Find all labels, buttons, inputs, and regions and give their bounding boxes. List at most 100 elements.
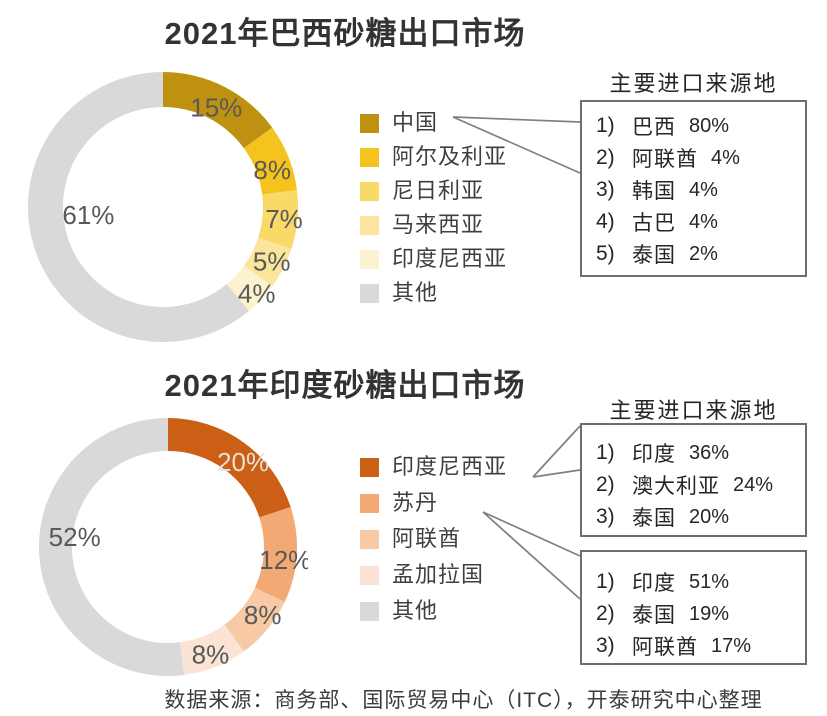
callout-row: 5) 泰国 2% — [596, 238, 805, 270]
donut-svg: 15% 8% 7% 5%4% 61% — [27, 72, 303, 342]
donut-segment — [243, 237, 292, 287]
donut-segment — [27, 72, 250, 342]
callout-no: 2) — [596, 146, 615, 169]
callout-share: 51% — [689, 570, 730, 593]
callout-no: 4) — [596, 210, 615, 233]
callout-name: 泰国 — [632, 604, 676, 627]
segment-label: 15% — [190, 92, 242, 122]
legend-label: 其他 — [392, 598, 439, 623]
callout-row: 3) 泰国 20% — [596, 501, 805, 533]
callout-header-india: 主要进口来源地 — [609, 398, 778, 423]
donut-segment — [168, 418, 291, 518]
callout-no: 5) — [596, 242, 615, 265]
legend-item: 印度尼西亚 — [360, 456, 507, 478]
callout-share: 80% — [689, 114, 730, 137]
callout-row: 4) 古巴 4% — [596, 206, 805, 238]
callout-row: 1) 印度 36% — [596, 437, 805, 469]
segment-label: 4% — [238, 279, 276, 309]
donut-segment — [180, 624, 244, 675]
callout-connector-line — [532, 425, 581, 478]
callout-share: 4% — [689, 210, 718, 233]
callout-share: 4% — [689, 178, 718, 201]
donut-chart-india: 20% 12% 8% 8% 52% — [28, 407, 308, 687]
callout-box-india-1: 1) 印度 36% 2) 澳大利亚 24% 3) 泰国 20% — [580, 423, 807, 537]
legend-item: 中国 — [360, 112, 507, 134]
callout-row: 3) 阿联酋 17% — [596, 630, 805, 662]
donut-segment — [163, 72, 273, 149]
legend-swatch — [360, 181, 379, 201]
callout-share: 19% — [689, 602, 730, 625]
callout-row: 2) 澳大利亚 24% — [596, 469, 805, 501]
legend-swatch — [360, 249, 379, 269]
legend-label: 阿联酋 — [392, 526, 462, 551]
legend-swatch — [360, 113, 379, 133]
legend-swatch — [360, 493, 379, 513]
callout-header-brazil: 主要进口来源地 — [609, 71, 778, 96]
callout-name: 韩国 — [632, 180, 676, 203]
segment-label: 5% — [253, 246, 291, 276]
donut-svg: 20% 12% 8% 8% 52% — [38, 418, 308, 676]
donut-segment — [243, 127, 297, 195]
callout-share: 20% — [689, 505, 730, 528]
legend-item: 尼日利亚 — [360, 180, 507, 202]
footer-source: 数据来源：商务部、国际贸易中心（ITC），开泰研究中心整理 — [164, 689, 763, 712]
legend-label: 中国 — [392, 110, 439, 135]
legend-swatch — [360, 215, 379, 235]
callout-box-india-2: 1) 印度 51% 2) 泰国 19% 3) 阿联酋 17% — [580, 550, 807, 665]
callout-no: 3) — [596, 505, 615, 528]
callout-share: 2% — [689, 242, 718, 265]
callout-no: 1) — [596, 441, 615, 464]
legend-brazil: 中国阿尔及利亚尼日利亚马来西亚印度尼西亚其他 — [360, 112, 507, 316]
callout-row: 3) 韩国 4% — [596, 174, 805, 206]
segment-label: 8% — [253, 155, 291, 185]
donut-segment — [38, 418, 185, 676]
legend-item: 孟加拉国 — [360, 564, 507, 586]
segment-label: 61% — [62, 200, 114, 230]
segment-label: 52% — [49, 522, 101, 552]
callout-name: 古巴 — [632, 212, 676, 235]
legend-swatch — [360, 565, 379, 585]
callout-no: 2) — [596, 473, 615, 496]
legend-item: 马来西亚 — [360, 214, 507, 236]
segment-label: 12% — [259, 545, 308, 575]
segment-label: 20% — [217, 447, 269, 477]
callout-no: 3) — [596, 178, 615, 201]
legend-item: 其他 — [360, 600, 507, 622]
callout-name: 澳大利亚 — [632, 475, 720, 498]
callout-share: 36% — [689, 441, 730, 464]
callout-box-brazil: 1) 巴西 80% 2) 阿联酋 4% 3) 韩国 4% 4) 古巴 4% 5) 泰国 2% — [580, 100, 807, 277]
legend-item: 印度尼西亚 — [360, 248, 507, 270]
legend-item: 阿联酋 — [360, 528, 507, 550]
donut-segment — [254, 507, 298, 602]
donut-segment — [226, 265, 273, 312]
legend-label: 尼日利亚 — [392, 178, 485, 203]
donut-segment — [224, 587, 285, 652]
legend-label: 阿尔及利亚 — [392, 144, 508, 169]
callout-row: 2) 泰国 19% — [596, 598, 805, 630]
callout-row: 1) 印度 51% — [596, 566, 805, 598]
segment-label: 8% — [192, 640, 230, 670]
callout-name: 印度 — [632, 443, 676, 466]
callout-row: 2) 阿联酋 4% — [596, 142, 805, 174]
callout-name: 印度 — [632, 572, 676, 595]
callout-name: 阿联酋 — [632, 636, 698, 659]
legend-label: 孟加拉国 — [392, 562, 485, 587]
legend-label: 苏丹 — [392, 490, 439, 515]
legend-swatch — [360, 457, 379, 477]
callout-share: 17% — [711, 634, 752, 657]
callout-name: 巴西 — [632, 116, 676, 139]
callout-no: 1) — [596, 570, 615, 593]
legend-item: 阿尔及利亚 — [360, 146, 507, 168]
donut-chart-brazil: 15% 8% 7% 5% 4% 61% — [23, 67, 303, 347]
legend-label: 印度尼西亚 — [392, 454, 508, 479]
callout-name: 阿联酋 — [632, 148, 698, 171]
legend-swatch — [360, 147, 379, 167]
callout-row: 1) 巴西 80% — [596, 110, 805, 142]
legend-item: 苏丹 — [360, 492, 507, 514]
legend-label: 其他 — [392, 280, 439, 305]
legend-label: 马来西亚 — [392, 212, 485, 237]
callout-no: 2) — [596, 602, 615, 625]
legend-label: 印度尼西亚 — [392, 246, 508, 271]
legend-swatch — [360, 529, 379, 549]
chart-title-brazil: 2021年巴西砂糖出口市场 — [164, 16, 526, 51]
